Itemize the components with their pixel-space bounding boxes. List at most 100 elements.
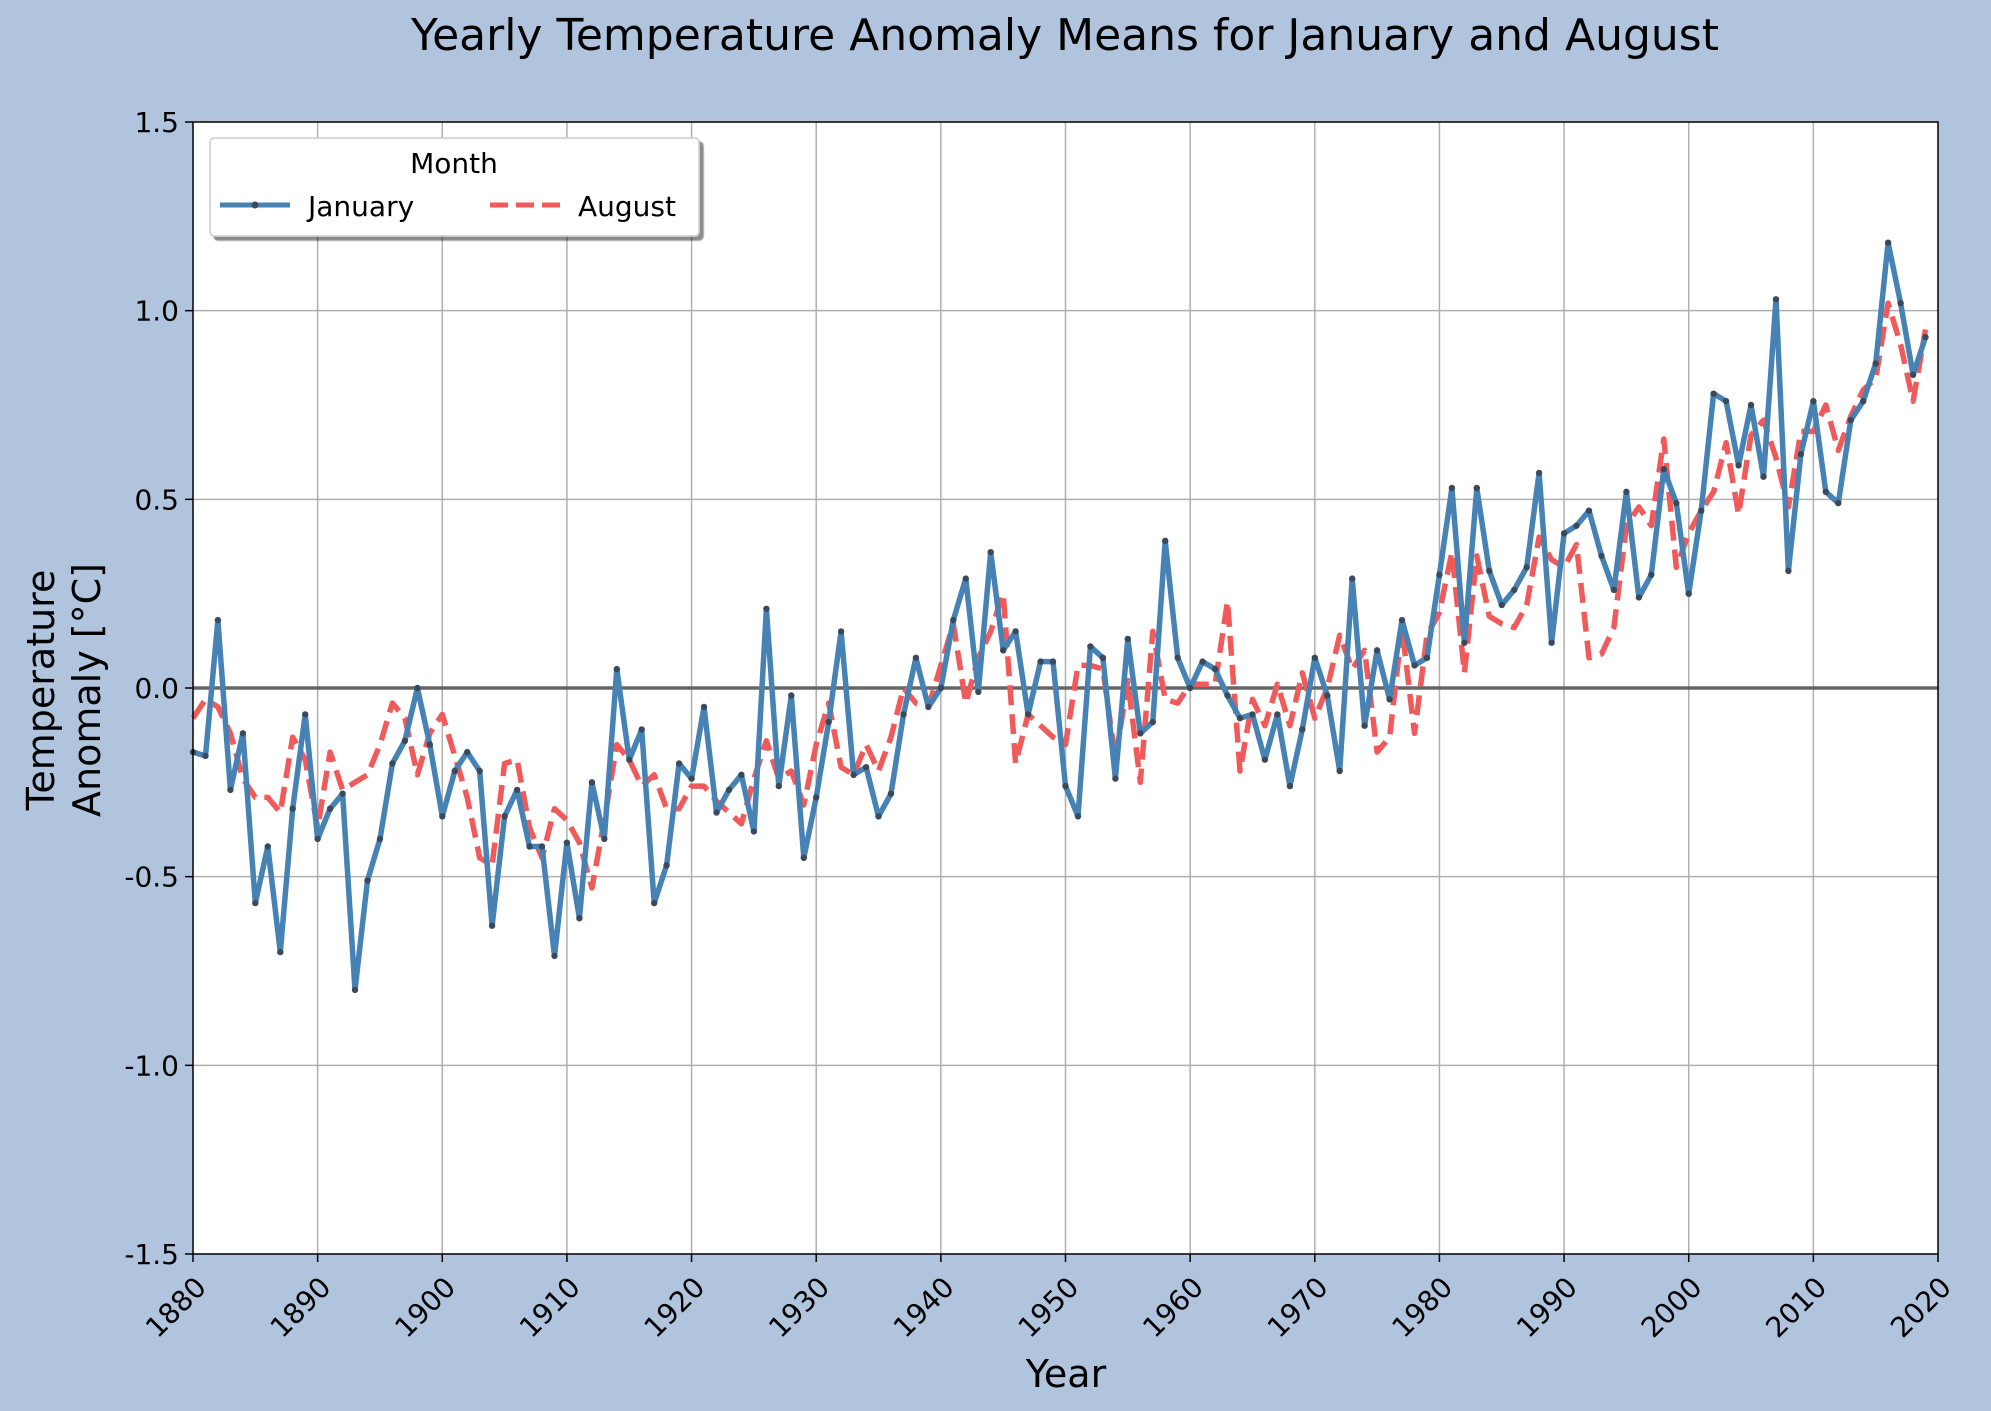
january-data-point (1174, 654, 1181, 661)
january-data-point (775, 782, 782, 790)
january-data-point (1635, 594, 1643, 601)
january-data-point (426, 741, 433, 748)
legend-marker-january (251, 201, 259, 209)
january-data-point (1112, 775, 1119, 782)
january-data-point (788, 692, 795, 699)
y-tick-label: -1.5 (124, 1238, 179, 1271)
y-tick-label: -0.5 (124, 861, 179, 894)
january-data-point (376, 835, 384, 843)
january-data-point (1822, 488, 1830, 495)
y-tick-label: 1.5 (134, 106, 179, 139)
january-data-point (289, 805, 296, 812)
january-data-point (389, 760, 396, 767)
chart-title: Yearly Temperature Anomaly Means for Jan… (410, 10, 1719, 61)
january-data-point (576, 915, 583, 922)
january-data-point (1037, 658, 1044, 665)
january-data-point (750, 828, 758, 835)
january-data-point (813, 794, 820, 801)
january-data-point (887, 790, 895, 797)
january-data-point (1772, 296, 1780, 303)
january-data-point (1535, 469, 1543, 477)
y-axis: -1.5 -1.0 -0.5 0.0 0.5 1.0 1.5 (124, 106, 193, 1271)
january-data-point (227, 786, 234, 794)
january-data-point (1249, 711, 1256, 718)
january-data-point (364, 877, 371, 884)
january-data-point (1062, 782, 1069, 790)
january-data-point (1461, 639, 1468, 646)
january-data-point (626, 756, 633, 763)
january-data-point (1909, 371, 1917, 378)
series-august (190, 300, 1929, 891)
january-data-point (1623, 488, 1630, 495)
january-data-point (1149, 718, 1157, 726)
january-data-point (837, 628, 845, 635)
january-data-point (1897, 299, 1904, 307)
january-data-point (1698, 507, 1705, 514)
january-data-point (1286, 782, 1294, 790)
january-data-point (1324, 692, 1331, 699)
january-data-point (663, 862, 670, 869)
january-line (192, 239, 1929, 993)
january-data-point (1573, 522, 1580, 529)
plot-area (189, 121, 1939, 1255)
january-data-point (1760, 473, 1767, 480)
january-data-point (1747, 401, 1755, 409)
january-data-point (252, 899, 259, 907)
january-data-point (1598, 552, 1605, 560)
legend: Month January August (209, 137, 700, 237)
january-data-point (513, 786, 521, 794)
january-data-point (975, 688, 982, 695)
january-data-point (1585, 507, 1593, 514)
january-data-point (1087, 643, 1094, 650)
january-data-point (1299, 726, 1306, 733)
january-data-point (862, 764, 870, 771)
january-data-point (1735, 462, 1742, 469)
january-data-point (1797, 450, 1805, 458)
january-data-point (1498, 601, 1506, 609)
january-data-point (700, 703, 708, 711)
january-data-point (1660, 465, 1668, 473)
january-data-point (1261, 756, 1269, 763)
january-data-point (1012, 628, 1019, 635)
january-data-point (1199, 658, 1206, 665)
january-data-point (588, 779, 596, 786)
legend-label-august: August (578, 190, 676, 223)
january-data-point (900, 711, 907, 718)
january-data-point (464, 748, 471, 756)
january-data-point (501, 813, 508, 820)
january-data-point (488, 922, 496, 929)
january-data-point (1099, 654, 1107, 661)
january-data-point (1560, 530, 1568, 537)
january-data-point (1511, 586, 1518, 594)
january-data-point (1810, 398, 1817, 405)
january-data-point (451, 767, 458, 775)
january-data-point (1211, 665, 1219, 673)
january-data-point (1436, 571, 1443, 578)
january-data-point (1685, 590, 1692, 597)
january-data-point (925, 703, 932, 711)
january-data-point (1236, 715, 1244, 722)
january-data-point (1411, 662, 1418, 669)
legend-label-january: January (306, 190, 414, 223)
january-data-point (1336, 767, 1343, 775)
january-data-point (1124, 635, 1132, 643)
january-data-point (277, 948, 284, 956)
january-data-point (1349, 575, 1356, 582)
january-data-point (1710, 390, 1717, 397)
january-data-point (526, 843, 533, 850)
january-data-point (1486, 567, 1493, 575)
january-data-point (651, 899, 658, 907)
january-data-point (987, 549, 994, 556)
january-data-point (1224, 692, 1231, 699)
january-data-point (1473, 484, 1481, 492)
january-data-point (551, 952, 558, 960)
january-data-point (351, 986, 359, 994)
series-january (189, 239, 1929, 994)
january-data-point (1186, 684, 1194, 692)
january-data-point (875, 813, 882, 820)
january-data-point (601, 835, 608, 843)
january-data-point (962, 575, 969, 582)
y-axis-label-line-1: Temperature (19, 570, 63, 812)
january-data-point (638, 726, 645, 733)
